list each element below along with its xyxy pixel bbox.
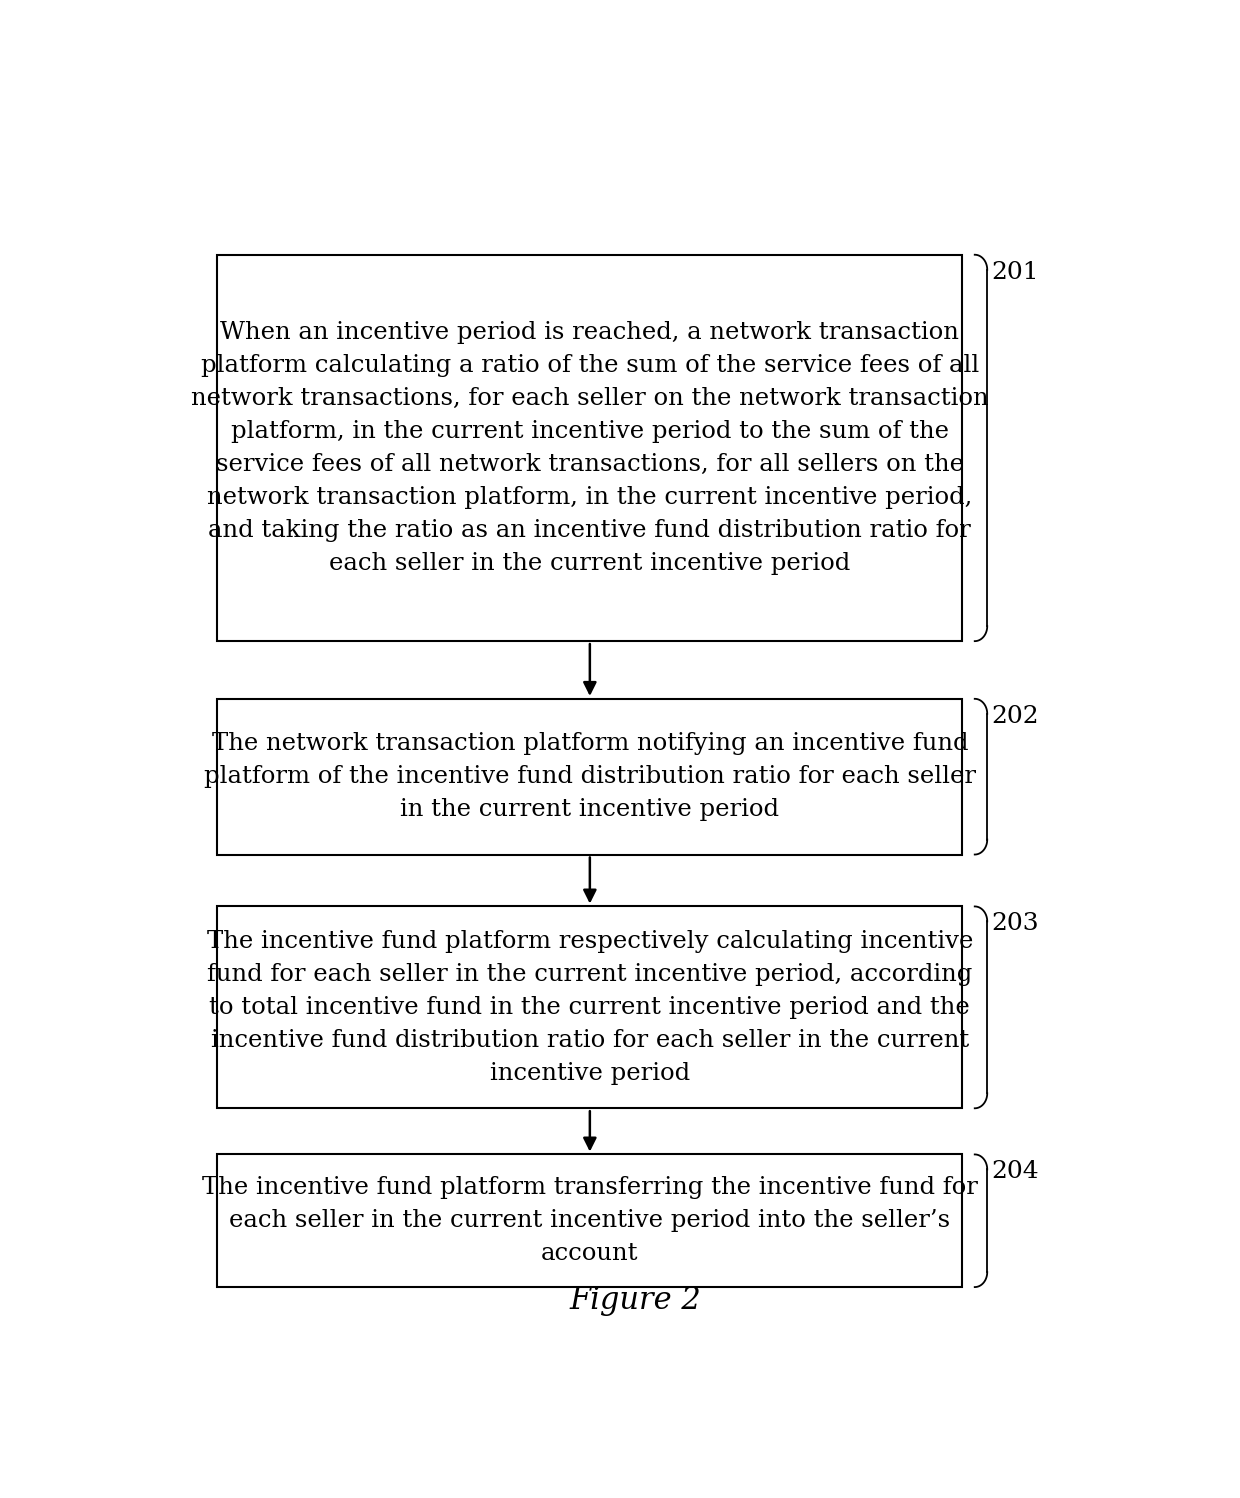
Text: Figure 2: Figure 2 <box>569 1285 702 1315</box>
Text: 201: 201 <box>991 261 1039 283</box>
Text: 204: 204 <box>991 1159 1039 1183</box>
Text: When an incentive period is reached, a network transaction
platform calculating : When an incentive period is reached, a n… <box>191 321 988 575</box>
Text: The incentive fund platform transferring the incentive fund for
each seller in t: The incentive fund platform transferring… <box>202 1176 978 1266</box>
Bar <box>217 698 962 854</box>
Bar <box>217 255 962 641</box>
Text: 202: 202 <box>991 704 1039 728</box>
Bar <box>217 1155 962 1287</box>
Text: 203: 203 <box>991 912 1039 935</box>
Text: The network transaction platform notifying an incentive fund
platform of the inc: The network transaction platform notifyi… <box>203 733 976 821</box>
Bar <box>217 906 962 1109</box>
Text: The incentive fund platform respectively calculating incentive
fund for each sel: The incentive fund platform respectively… <box>207 930 973 1085</box>
